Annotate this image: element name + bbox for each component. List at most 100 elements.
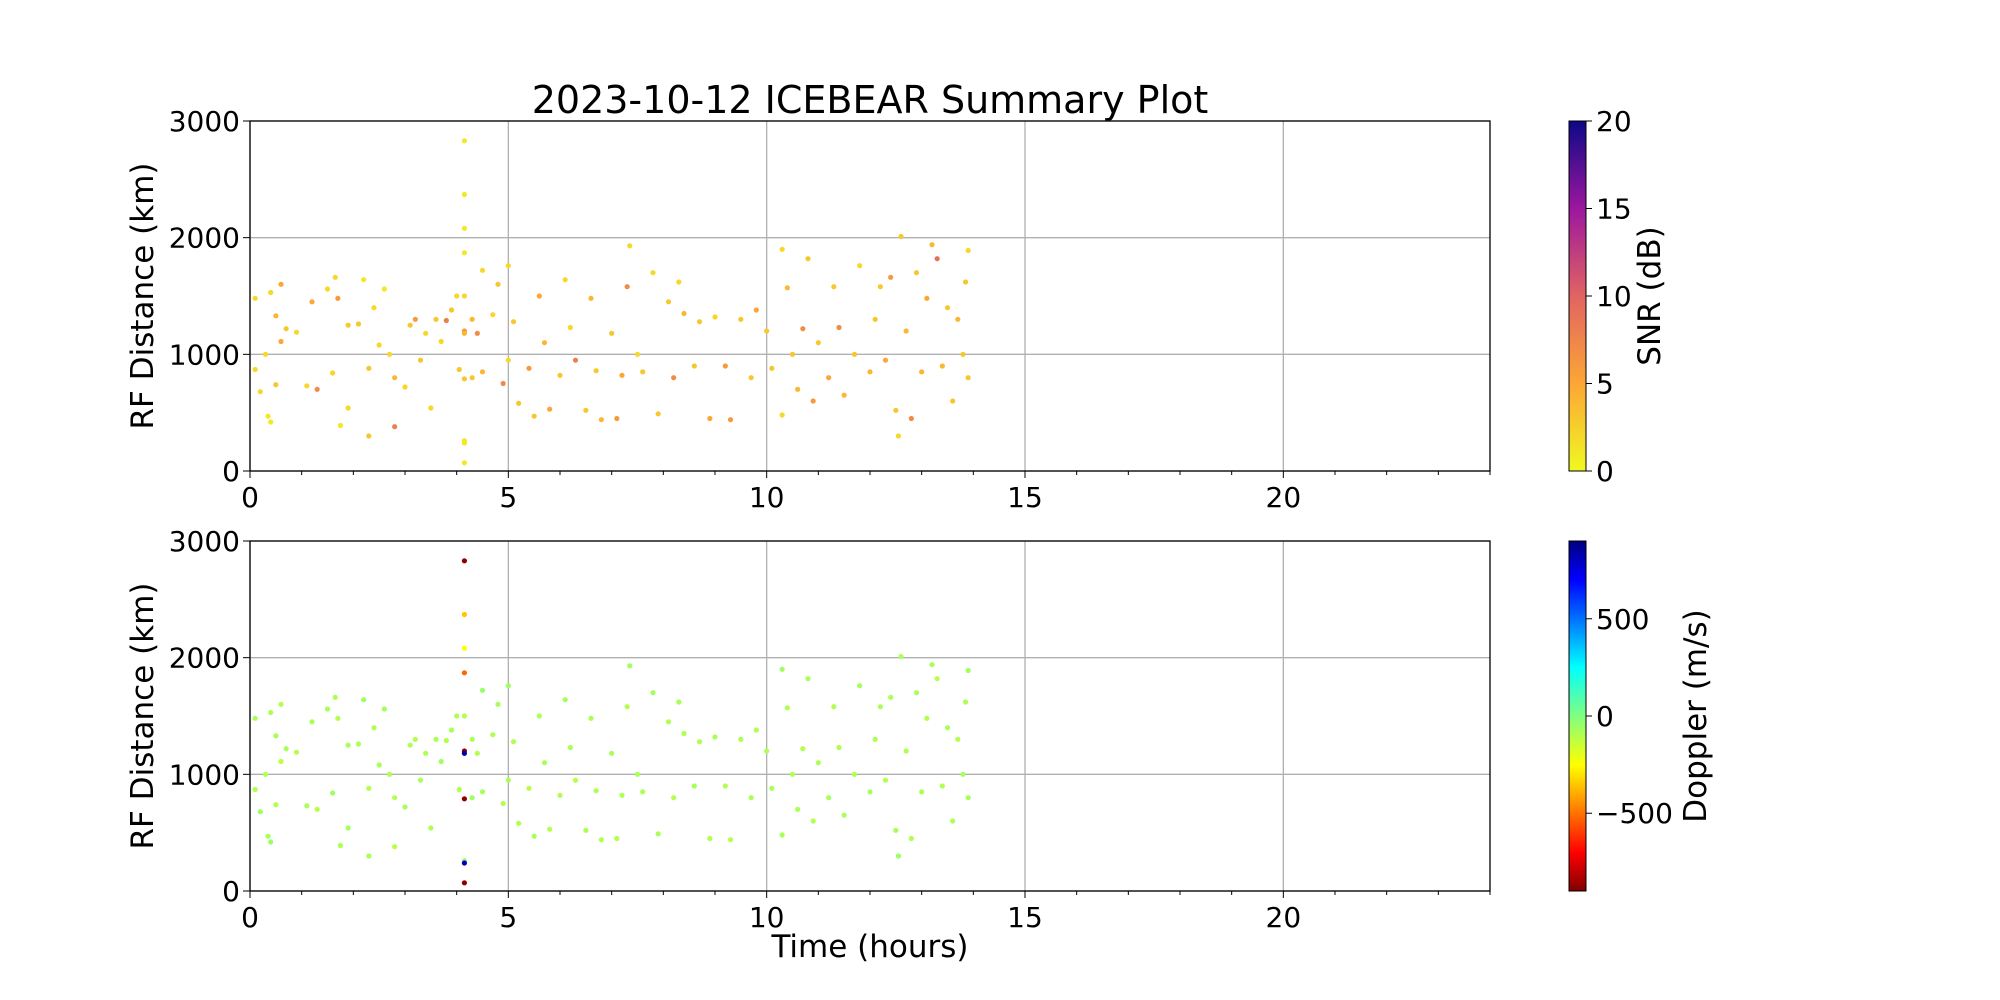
data-point [913, 270, 920, 276]
data-point [461, 440, 468, 446]
data-point [867, 789, 873, 795]
data-point [461, 670, 468, 676]
data-point [438, 338, 444, 345]
colorbar-tick-label: 5 [1596, 368, 1614, 401]
data-point [516, 400, 522, 406]
data-point [671, 795, 677, 801]
data-point [461, 611, 468, 618]
data-point [448, 727, 455, 733]
data-point [461, 330, 468, 336]
x-tick-label: 10 [749, 481, 785, 514]
data-point [257, 389, 263, 395]
data-point [490, 312, 496, 318]
colorbar-label: SNR (dB) [1632, 226, 1668, 365]
data-point [696, 739, 703, 745]
data-point [588, 715, 594, 721]
data-point [722, 783, 728, 789]
data-point [438, 758, 444, 765]
data-point [955, 316, 961, 322]
data-point [895, 853, 902, 859]
x-tick-label: 5 [499, 901, 517, 934]
data-point [960, 771, 966, 777]
y-tick-label: 2000 [169, 222, 240, 255]
data-point [268, 709, 274, 716]
data-point [386, 771, 393, 777]
data-point [505, 683, 511, 689]
data-point [851, 351, 858, 357]
data-point [490, 732, 496, 738]
data-point [531, 833, 537, 839]
data-point [898, 653, 904, 660]
data-point [769, 785, 775, 791]
data-point [371, 305, 377, 311]
data-point [872, 736, 878, 742]
data-point [428, 405, 434, 411]
data-point [536, 293, 542, 299]
data-point [448, 307, 455, 313]
data-point [795, 806, 801, 812]
data-point [461, 138, 468, 144]
data-point [433, 316, 439, 322]
data-point [392, 424, 398, 430]
colorbar-tick-label: 500 [1596, 603, 1649, 636]
data-point [903, 328, 909, 334]
data-point [461, 713, 468, 719]
data-point [779, 412, 785, 418]
data-point [423, 750, 429, 756]
data-point [479, 369, 486, 375]
data-point [547, 826, 553, 832]
data-point [650, 690, 656, 696]
data-point [934, 676, 940, 682]
data-point [614, 415, 620, 422]
data-point [461, 860, 468, 866]
data-point [640, 369, 646, 375]
data-point [456, 786, 462, 793]
data-point [627, 243, 633, 249]
data-point [474, 750, 480, 756]
data-point [456, 366, 462, 373]
data-point [965, 795, 971, 801]
colorbar-tick-label: 10 [1596, 280, 1632, 313]
data-point [609, 330, 615, 336]
data-point [314, 386, 320, 392]
data-point [882, 357, 889, 363]
data-point [293, 749, 300, 755]
data-point [361, 697, 367, 703]
data-point [619, 792, 625, 798]
y-axis-label: RF Distance (km) [125, 583, 161, 850]
data-point [903, 748, 909, 754]
data-point [402, 804, 408, 810]
data-point [273, 733, 279, 739]
data-point [314, 806, 320, 812]
data-point [332, 694, 338, 700]
data-point [412, 316, 418, 322]
data-point [681, 310, 687, 317]
data-point [461, 225, 468, 231]
data-point [366, 365, 372, 371]
data-point [779, 246, 785, 252]
data-point [944, 305, 951, 311]
data-point [536, 713, 542, 719]
data-point [531, 413, 537, 419]
data-point [867, 369, 873, 375]
data-point [454, 293, 460, 299]
data-point [304, 803, 310, 809]
data-point [784, 285, 790, 291]
data-point [598, 837, 604, 843]
data-point [893, 827, 899, 833]
data-point [895, 433, 902, 439]
data-point [366, 785, 372, 791]
x-tick-label: 5 [499, 481, 517, 514]
data-point [671, 375, 677, 381]
data-point [541, 340, 548, 346]
data-point [355, 741, 362, 747]
colorbar-tick-label: 0 [1596, 455, 1614, 488]
data-point [461, 558, 468, 564]
data-point [273, 802, 279, 808]
data-point [924, 295, 930, 301]
data-point [753, 727, 759, 733]
data-point [624, 284, 630, 290]
data-point [614, 835, 620, 842]
